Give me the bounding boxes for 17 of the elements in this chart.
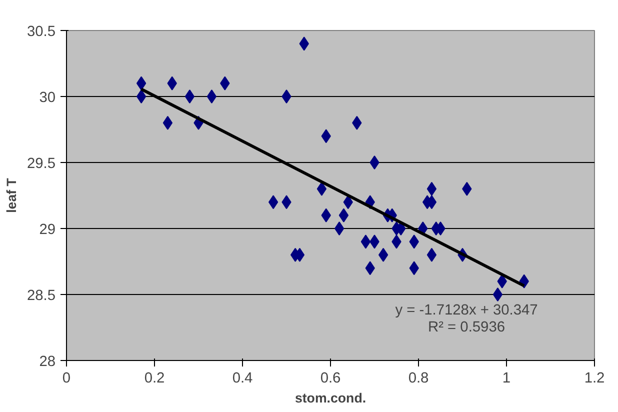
x-axis-title: stom.cond.	[294, 390, 366, 406]
annotation: R² = 0.5936	[428, 320, 505, 336]
y-tick-label: 29	[39, 222, 56, 238]
y-tick-label: 30	[39, 90, 56, 106]
x-tick-label: 0.6	[320, 370, 341, 386]
y-tick-label: 29.5	[26, 156, 56, 172]
y-axis-title: leaf T	[4, 178, 19, 213]
y-tick-label: 28	[39, 354, 56, 370]
y-tick-label: 28.5	[26, 288, 56, 304]
x-tick-label: 1.2	[584, 370, 605, 386]
x-tick-label: 0.2	[144, 370, 165, 386]
x-tick-label: 0.4	[232, 370, 253, 386]
x-tick-label: 0	[62, 370, 71, 386]
x-tick-label: 0.8	[408, 370, 429, 386]
annotation: y = -1.7128x + 30.347	[395, 302, 538, 318]
y-tick-label: 30.5	[26, 24, 56, 40]
x-tick-label: 1	[502, 370, 511, 386]
